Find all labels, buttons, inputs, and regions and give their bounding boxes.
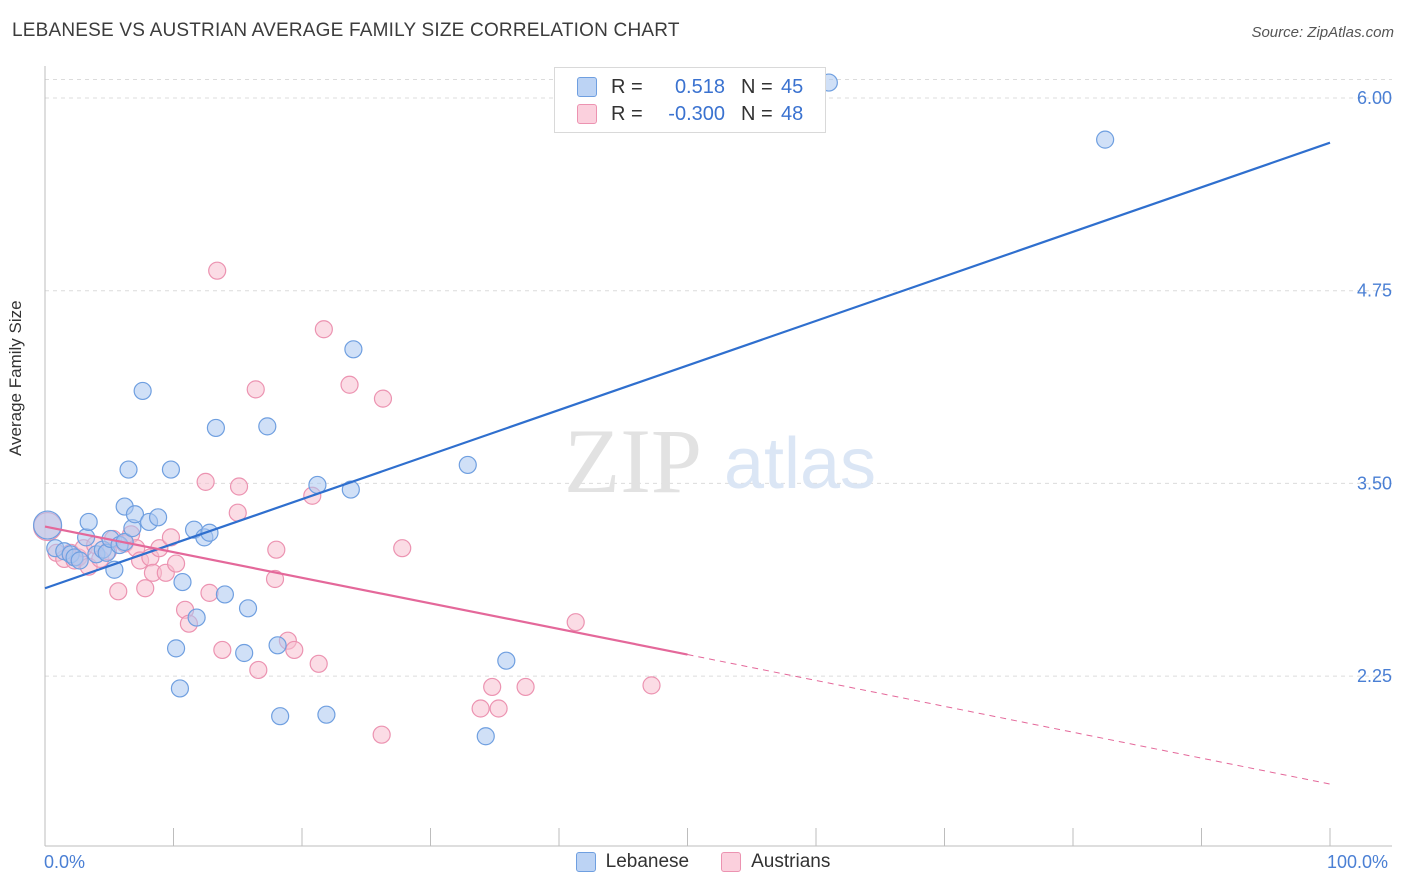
austrians-point — [471, 699, 490, 718]
austrians-trend-line — [44, 525, 688, 656]
r-value: 0.518 — [674, 75, 725, 98]
r-label: R = — [611, 75, 643, 98]
lebanese-points — [32, 73, 1115, 746]
lebanese-swatch — [575, 852, 596, 872]
lebanese-point — [173, 572, 192, 592]
austrians-point — [166, 554, 186, 573]
trend-lines — [44, 141, 1331, 785]
austrians-point — [314, 320, 333, 339]
austrians-point — [566, 613, 585, 632]
lebanese-point — [458, 455, 477, 475]
lebanese-point — [133, 381, 152, 401]
lebanese-point — [258, 417, 277, 436]
y-tick-label: 3.50 — [1357, 473, 1392, 493]
austrians-point — [372, 725, 391, 744]
n-value: 45 — [781, 75, 804, 98]
watermark-atlas: atlas — [724, 424, 876, 504]
austrians-swatch — [577, 104, 597, 124]
lebanese-point — [476, 727, 495, 746]
lebanese-point — [215, 585, 234, 604]
austrians-point — [161, 528, 181, 547]
legend-label-austrians: Austrians — [751, 851, 831, 872]
x-tick-label-max: 100.0% — [1327, 852, 1389, 872]
y-tick-label: 4.75 — [1357, 281, 1392, 301]
austrians-swatch — [721, 852, 742, 872]
austrians-point — [229, 477, 249, 496]
y-tick-label: 6.00 — [1357, 88, 1392, 108]
source-label: Source: ZipAtlas.com — [1251, 24, 1394, 41]
austrians-point — [109, 582, 128, 601]
lebanese-point — [235, 643, 254, 663]
series-legend: Lebanese Austrians — [0, 851, 1406, 873]
lebanese-point — [187, 608, 206, 627]
austrians-point — [196, 472, 215, 491]
gridlines — [45, 79, 1392, 677]
lebanese-point — [200, 523, 219, 542]
austrians-point — [267, 540, 286, 559]
austrians-point — [642, 676, 661, 695]
lebanese-point — [77, 528, 96, 547]
lebanese-point — [32, 510, 63, 540]
axes — [44, 66, 1392, 847]
watermark-zip: ZIP — [564, 410, 702, 512]
lebanese-point — [206, 418, 226, 438]
y-tick-label: 2.25 — [1357, 666, 1392, 686]
austrians-point — [246, 380, 265, 399]
lebanese-point — [497, 651, 516, 670]
legend-item-austrians[interactable]: Austrians — [721, 851, 830, 873]
legend-row-austrians: R = -0.300 N = 48 — [577, 101, 803, 127]
r-value: -0.300 — [668, 102, 725, 125]
austrians-point — [265, 569, 285, 589]
x-tick-label-min: 0.0% — [44, 852, 86, 872]
lebanese-point — [170, 679, 190, 698]
lebanese-point — [317, 705, 336, 724]
y-axis-label: Average Family Size — [6, 300, 25, 456]
austrians-trend-extension — [687, 654, 1331, 785]
austrians-point — [489, 699, 508, 718]
y-tick-labels: 2.25 3.50 4.75 6.00 — [1357, 88, 1392, 686]
legend-label-lebanese: Lebanese — [605, 851, 690, 872]
austrians-point — [208, 261, 227, 280]
lebanese-point — [70, 551, 89, 570]
lebanese-point — [125, 505, 145, 524]
lebanese-point — [344, 340, 363, 359]
austrians-point — [213, 640, 232, 660]
lebanese-swatch — [577, 77, 597, 97]
chart-title: LEBANESE VS AUSTRIAN AVERAGE FAMILY SIZE… — [12, 20, 680, 41]
watermark: ZIP atlas — [564, 410, 876, 512]
lebanese-point — [268, 636, 287, 655]
austrians-point — [136, 579, 155, 598]
n-value: 48 — [781, 102, 804, 125]
lebanese-trend-line — [44, 141, 1331, 590]
legend-item-lebanese[interactable]: Lebanese — [575, 851, 690, 873]
austrians-point — [373, 389, 393, 408]
lebanese-point — [79, 512, 98, 532]
legend-row-lebanese: R = 0.518 N = 45 — [577, 74, 803, 100]
lebanese-point — [161, 460, 181, 479]
austrians-point — [309, 654, 328, 673]
lebanese-point — [238, 599, 258, 618]
lebanese-point — [271, 707, 290, 726]
lebanese-point — [166, 639, 186, 658]
n-label: N = — [741, 75, 773, 98]
austrians-point — [393, 539, 412, 558]
lebanese-point — [119, 460, 138, 479]
austrians-point — [483, 677, 502, 697]
austrians-point — [285, 640, 304, 660]
r-label: R = — [611, 102, 643, 125]
austrians-point — [200, 583, 219, 602]
stats-legend: R = 0.518 N = 45 R = -0.300 N = 48 — [554, 67, 826, 133]
austrians-point — [249, 660, 268, 680]
lebanese-point — [1096, 130, 1115, 149]
n-label: N = — [741, 102, 773, 125]
lebanese-point — [148, 508, 168, 527]
austrians-point — [340, 375, 359, 394]
austrians-point — [516, 677, 535, 697]
